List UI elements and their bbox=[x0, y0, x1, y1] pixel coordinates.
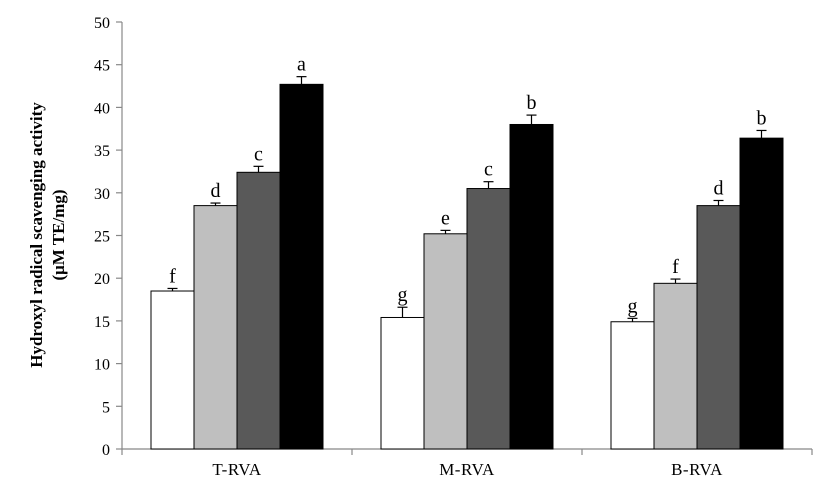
significance-label: a bbox=[297, 54, 306, 76]
bar bbox=[236, 171, 281, 450]
y-axis-label-line1: Hydroxyl radical scavenging activity bbox=[27, 102, 46, 368]
category-label: B-RVA bbox=[671, 460, 723, 479]
bar bbox=[279, 83, 324, 450]
y-tick-label: 10 bbox=[94, 357, 110, 374]
y-tick-label: 30 bbox=[94, 186, 110, 203]
significance-label: d bbox=[211, 180, 221, 202]
category-label: T-RVA bbox=[212, 460, 262, 479]
bar bbox=[380, 316, 425, 450]
significance-label: d bbox=[714, 177, 724, 199]
y-axis-label: Hydroxyl radical scavenging activity (μM… bbox=[27, 102, 68, 368]
bar bbox=[696, 205, 741, 450]
bar bbox=[193, 205, 238, 450]
y-tick-label: 5 bbox=[102, 399, 110, 416]
y-tick-label: 0 bbox=[102, 442, 110, 459]
y-tick-label: 35 bbox=[94, 143, 110, 160]
significance-label: g bbox=[398, 284, 408, 306]
significance-label: c bbox=[484, 159, 493, 181]
significance-label: f bbox=[169, 265, 176, 287]
bar bbox=[653, 282, 698, 450]
bars bbox=[150, 76, 784, 450]
bar bbox=[509, 123, 554, 450]
significance-label: e bbox=[441, 207, 450, 229]
category-label: M-RVA bbox=[439, 460, 495, 479]
bar bbox=[423, 233, 468, 450]
significance-label: f bbox=[672, 256, 679, 278]
significance-label: g bbox=[628, 295, 638, 317]
significance-label: b bbox=[757, 107, 767, 129]
bar bbox=[150, 290, 195, 450]
significance-label: b bbox=[527, 92, 537, 114]
y-tick-label: 40 bbox=[94, 100, 110, 117]
y-axis-label-line2: (μM TE/mg) bbox=[49, 189, 68, 280]
y-tick-label: 50 bbox=[94, 15, 110, 32]
y-tick-label: 25 bbox=[94, 229, 110, 246]
bar bbox=[466, 188, 511, 450]
y-tick-label: 20 bbox=[94, 271, 110, 288]
y-tick-label: 45 bbox=[94, 58, 110, 75]
bar bbox=[739, 137, 784, 450]
bar bbox=[610, 321, 655, 450]
significance-label: c bbox=[254, 143, 263, 165]
labels: T-RVA f d c a M-RVA g e c b B-RVA g f d b bbox=[169, 54, 766, 479]
y-tick-label: 15 bbox=[94, 314, 110, 331]
